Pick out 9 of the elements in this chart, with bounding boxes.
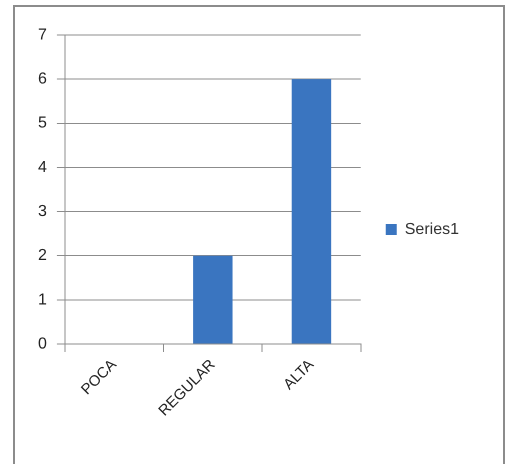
y-tick-label: 5	[38, 114, 47, 132]
y-tick-label: 1	[38, 291, 47, 308]
y-tick-label: 7	[38, 26, 47, 44]
legend-label: Series1	[404, 220, 460, 238]
y-tick-label: 3	[38, 202, 47, 220]
y-tick-label: 6	[38, 70, 47, 88]
y-tick-label: 0	[38, 335, 47, 352]
y-tick-label: 4	[38, 158, 47, 176]
y-tick-label: 2	[38, 247, 47, 264]
